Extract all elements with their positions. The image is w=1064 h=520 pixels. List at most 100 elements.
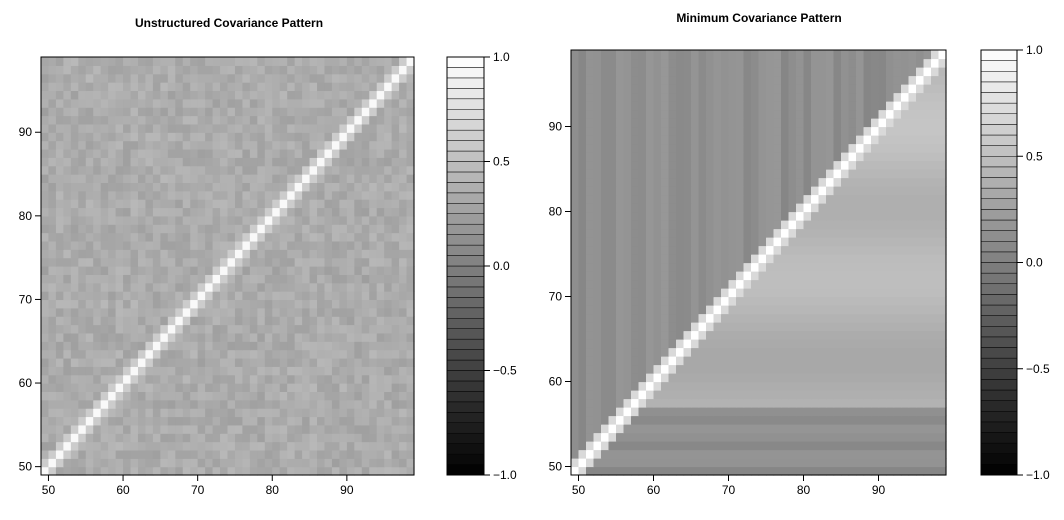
heatmap-cell [93, 241, 101, 250]
heatmap-cell [168, 207, 176, 216]
heatmap-cell [676, 348, 684, 357]
heatmap-cell [228, 366, 236, 375]
heatmap-cell [736, 356, 744, 365]
heatmap-cell [871, 127, 879, 136]
heatmap-cell [654, 416, 662, 425]
heatmap-cell [93, 383, 101, 392]
heatmap-cell [759, 110, 767, 119]
heatmap-cell [205, 124, 213, 133]
heatmap-cell [317, 283, 325, 292]
heatmap-cell [616, 407, 624, 416]
heatmap-cell [624, 441, 632, 450]
heatmap-cell [811, 399, 819, 408]
heatmap-cell [377, 325, 385, 334]
heatmap-cell [145, 224, 153, 233]
heatmap-cell [744, 246, 752, 255]
heatmap-cell [901, 314, 909, 323]
heatmap-cell [235, 132, 243, 141]
heatmap-cell [759, 127, 767, 136]
heatmap-cell [280, 233, 288, 242]
heatmap-cell [168, 391, 176, 400]
heatmap-cell [826, 229, 834, 238]
heatmap-cell [586, 271, 594, 280]
heatmap-cell [116, 266, 124, 275]
heatmap-cell [646, 203, 654, 212]
heatmap-cell [93, 141, 101, 150]
heatmap-cell [864, 356, 872, 365]
heatmap-cell [894, 305, 902, 314]
heatmap-cell [796, 144, 804, 153]
heatmap-cell [287, 57, 295, 66]
heatmap-cell [145, 216, 153, 225]
heatmap-cell [579, 152, 587, 161]
heatmap-cell [63, 157, 71, 166]
heatmap-cell [242, 233, 250, 242]
heatmap-cell [864, 399, 872, 408]
heatmap-cell [265, 249, 273, 258]
heatmap-cell [631, 467, 639, 476]
heatmap-cell [145, 316, 153, 325]
heatmap-cell [317, 249, 325, 258]
heatmap-cell [886, 127, 894, 136]
heatmap-cell [48, 433, 56, 442]
heatmap-cell [579, 288, 587, 297]
heatmap-cell [78, 107, 86, 116]
heatmap-cell [571, 458, 579, 467]
heatmap-cell [811, 229, 819, 238]
heatmap-cell [691, 161, 699, 170]
heatmap-cell [894, 178, 902, 187]
heatmap-cell [706, 271, 714, 280]
heatmap-cell [108, 124, 116, 133]
heatmap-cell [721, 407, 729, 416]
heatmap-cell [586, 416, 594, 425]
heatmap-cell [624, 101, 632, 110]
heatmap-cell [856, 237, 864, 246]
heatmap-cell [774, 186, 782, 195]
heatmap-cell [48, 65, 56, 74]
heatmap-cell [407, 224, 415, 233]
heatmap-cell [721, 467, 729, 476]
heatmap-cell [86, 174, 94, 183]
heatmap-cell [879, 178, 887, 187]
heatmap-cell [721, 263, 729, 272]
heatmap-cell [153, 116, 161, 125]
heatmap-cell [324, 166, 332, 175]
heatmap-cell [691, 424, 699, 433]
heatmap-cell [332, 157, 340, 166]
heatmap-cell [624, 297, 632, 306]
heatmap-cell [257, 316, 265, 325]
heatmap-cell [864, 246, 872, 255]
heatmap-cell [377, 182, 385, 191]
heatmap-cell [108, 182, 116, 191]
heatmap-cell [789, 118, 797, 127]
heatmap-cell [886, 195, 894, 204]
heatmap-cell [123, 166, 131, 175]
heatmap-cell [654, 67, 662, 76]
heatmap-cell [781, 237, 789, 246]
heatmap-cell [654, 441, 662, 450]
heatmap-cell [175, 316, 183, 325]
heatmap-cell [714, 84, 722, 93]
heatmap-cell [886, 331, 894, 340]
heatmap-cell [586, 433, 594, 442]
heatmap-cell [699, 220, 707, 229]
heatmap-cell [744, 314, 752, 323]
heatmap-cell [153, 57, 161, 66]
heatmap-cell [190, 391, 198, 400]
colorbar-level [447, 423, 484, 433]
heatmap-cell [347, 166, 355, 175]
heatmap-cell [796, 382, 804, 391]
heatmap-cell [624, 322, 632, 331]
heatmap-cell [609, 382, 617, 391]
heatmap-cell [706, 67, 714, 76]
heatmap-cell [399, 350, 407, 359]
heatmap-cell [399, 308, 407, 317]
heatmap-cell [265, 416, 273, 425]
heatmap-cell [86, 199, 94, 208]
heatmap-cell [729, 110, 737, 119]
heatmap-cell [759, 305, 767, 314]
heatmap-cell [41, 458, 49, 467]
heatmap-cell [250, 366, 258, 375]
heatmap-cell [609, 93, 617, 102]
heatmap-cell [774, 237, 782, 246]
